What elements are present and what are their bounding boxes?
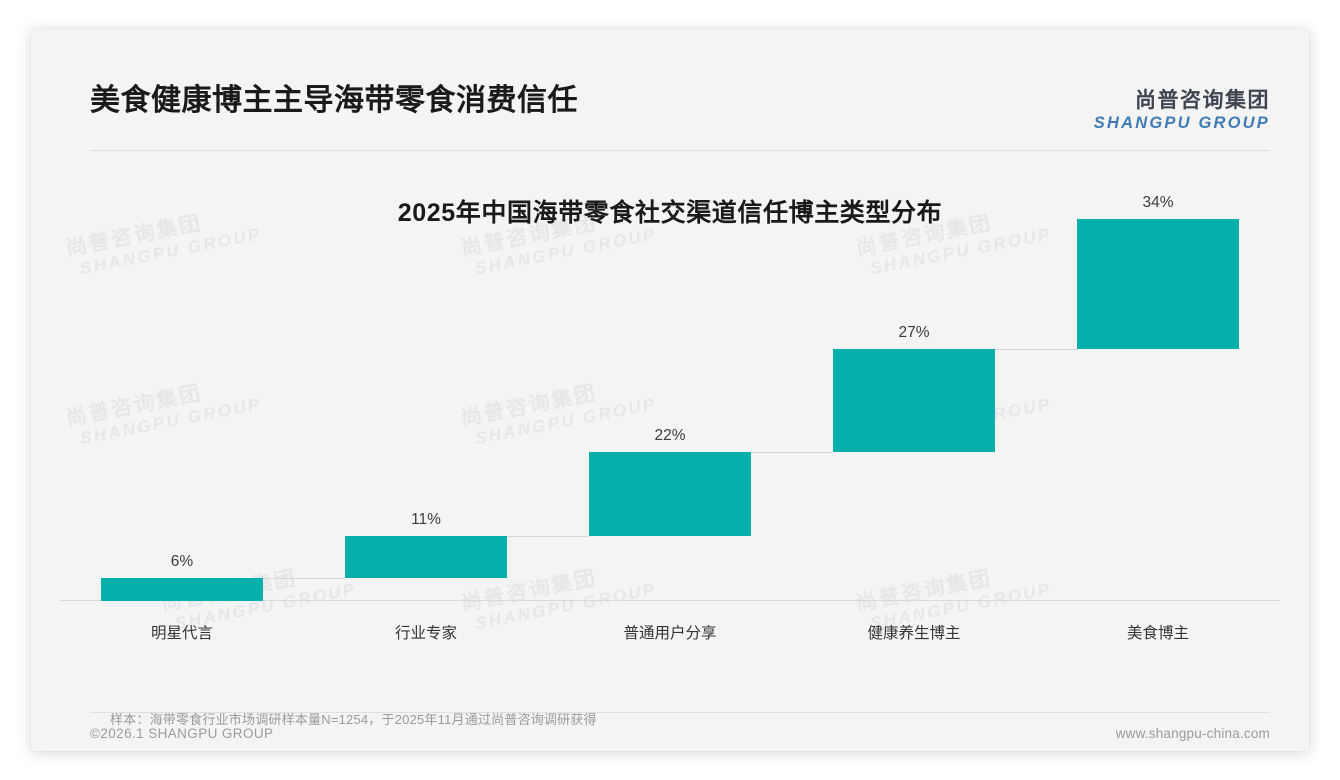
slide-header: 美食健康博主主导海带零食消费信任 尚普咨询集团 SHANGPU GROUP: [31, 29, 1309, 151]
connector-line-3: [995, 348, 1077, 350]
bar-value-label-0: 6%: [170, 553, 194, 571]
connector-line-0: [263, 578, 345, 580]
chart-title: 2025年中国海带零食社交渠道信任博主类型分布: [397, 199, 943, 227]
bar-value-label-4: 34%: [1142, 194, 1174, 211]
chart-container: 2025年中国海带零食社交渠道信任博主类型分布 6% 11% 22% 27% 34% 明…: [31, 151, 1309, 691]
category-label-2: 普通用户分享: [623, 625, 717, 642]
bar-value-label-1: 11%: [411, 511, 441, 529]
header-divider: [90, 150, 1270, 151]
category-label-0: 明星代言: [150, 625, 214, 642]
waterfall-plot: 6% 11% 22% 27% 34%: [60, 194, 1280, 601]
slide-card: 尚普咨询集团 SHANGPU GROUP 尚普咨询集团 SHANGPU GROU…: [31, 29, 1309, 751]
bar-4[interactable]: [1077, 219, 1239, 349]
connector-line-2: [751, 452, 833, 454]
bar-3[interactable]: [833, 348, 995, 452]
logo-text-cn: 尚普咨询集团: [1135, 89, 1270, 112]
connector-line-1: [507, 536, 589, 538]
bar-2[interactable]: [589, 452, 751, 537]
category-label-4: 美食博主: [1126, 625, 1190, 642]
bar-1[interactable]: [345, 536, 507, 579]
bar-value-label-2: 22%: [654, 427, 686, 445]
bar-0[interactable]: [101, 578, 263, 601]
website-link[interactable]: www.shangpu-china.com: [1115, 726, 1270, 741]
brand-logo: 尚普咨询集团 SHANGPU GROUP: [1094, 89, 1270, 132]
slide-footer: ©2026.1 SHANGPU GROUP www.shangpu-china.…: [31, 713, 1309, 751]
page-title: 美食健康博主主导海带零食消费信任: [90, 84, 578, 117]
x-axis-line: [60, 600, 1280, 601]
category-label-1: 行业专家: [394, 625, 458, 642]
logo-text-en: SHANGPU GROUP: [1093, 113, 1270, 132]
copyright-text: ©2026.1 SHANGPU GROUP: [90, 726, 274, 741]
footer-divider: [90, 712, 1270, 713]
category-label-3: 健康养生博主: [867, 625, 961, 642]
bar-value-label-3: 27%: [898, 323, 930, 341]
x-axis-category-labels: 明星代言 行业专家 普通用户分享 健康养生博主 美食博主: [60, 621, 1280, 645]
source-note: 样本：海带零食行业市场调研样本量N=1254，于2025年11月通过尚普咨询调研…: [110, 712, 597, 727]
